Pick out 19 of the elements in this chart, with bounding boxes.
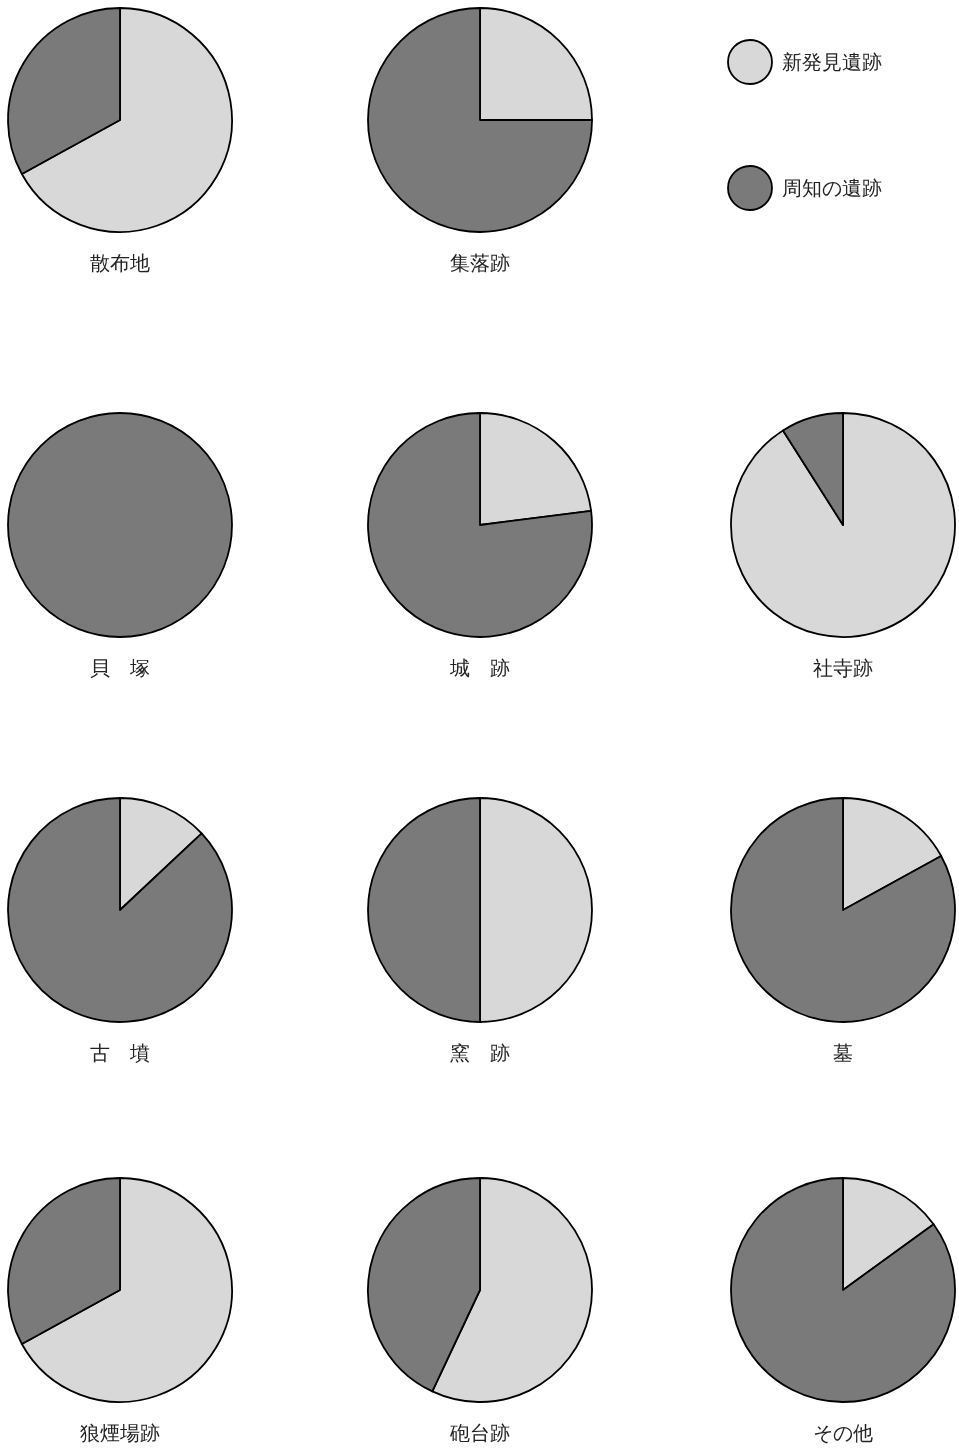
text: 狼煙場跡 xyxy=(80,1421,160,1445)
pie-slice xyxy=(730,412,956,638)
text: 社寺跡 xyxy=(813,656,873,680)
text: 散布地 xyxy=(90,251,150,275)
pie-slice xyxy=(367,7,593,233)
legend-label: 周知の遺跡 xyxy=(782,176,882,200)
text: 窯 跡 xyxy=(450,1041,510,1065)
pie-slice xyxy=(730,1177,956,1403)
text: その他 xyxy=(813,1421,873,1445)
text: 砲台跡 xyxy=(449,1421,510,1445)
text: 城 跡 xyxy=(449,656,510,680)
legend-label: 新発見遺跡 xyxy=(782,50,882,74)
pie-slice xyxy=(730,797,956,1023)
pie-slice xyxy=(367,412,593,638)
text: 集落跡 xyxy=(450,251,510,275)
text: 古 墳 xyxy=(90,1041,150,1065)
text: 貝 塚 xyxy=(90,656,150,680)
text: 墓 xyxy=(833,1041,853,1065)
pie-slice xyxy=(7,797,233,1023)
